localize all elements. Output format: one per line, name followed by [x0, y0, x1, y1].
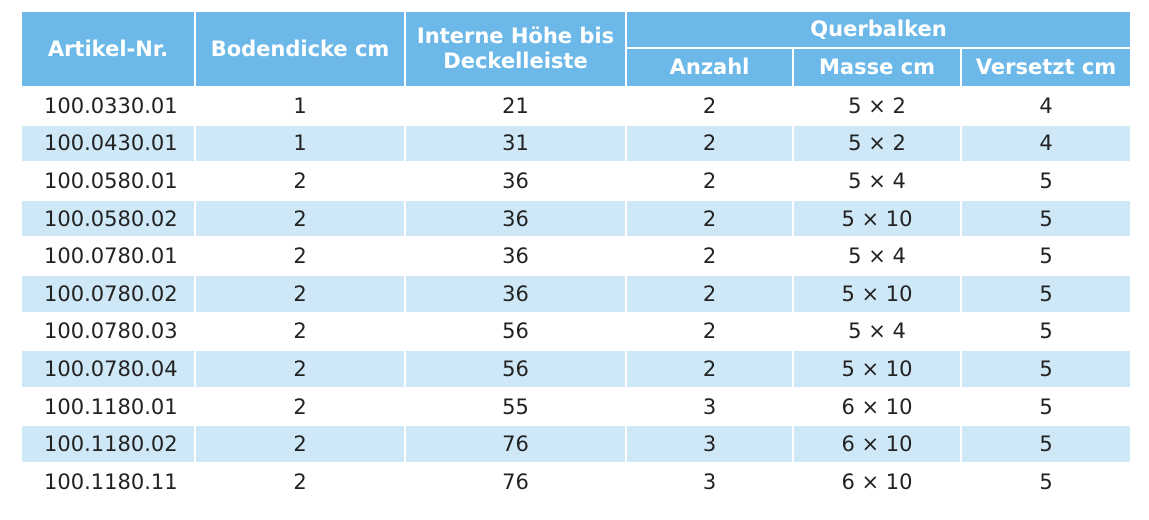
header-interne-hoehe: Interne Höhe bis Deckelleiste	[405, 12, 627, 88]
cell-bodendicke: 1	[195, 124, 406, 164]
cell-interne-hoehe: 56	[405, 312, 627, 352]
cell-bodendicke: 2	[195, 162, 406, 201]
table-row: 100.0780.04 2 56 2 5 × 10 5	[22, 350, 1130, 389]
header-bodendicke: Bodendicke cm	[195, 12, 406, 88]
cell-masse: 5 × 2	[793, 124, 962, 164]
table-row: 100.0580.02 2 36 2 5 × 10 5	[22, 199, 1130, 239]
cell-masse: 5 × 4	[793, 312, 962, 352]
cell-anzahl: 2	[626, 87, 794, 126]
cell-versetzt: 5	[961, 462, 1130, 502]
cell-masse: 5 × 10	[793, 199, 962, 239]
cell-versetzt: 5	[961, 199, 1130, 239]
cell-anzahl: 2	[626, 350, 794, 389]
cell-artikel-nr: 100.0780.01	[22, 237, 196, 276]
cell-masse: 5 × 10	[793, 350, 962, 389]
cell-artikel-nr: 100.0580.02	[22, 199, 196, 239]
cell-interne-hoehe: 56	[405, 350, 627, 389]
cell-anzahl: 2	[626, 162, 794, 201]
cell-artikel-nr: 100.1180.11	[22, 462, 196, 502]
header-versetzt: Versetzt cm	[961, 48, 1130, 88]
cell-anzahl: 2	[626, 124, 794, 164]
cell-interne-hoehe: 21	[405, 87, 627, 126]
cell-artikel-nr: 100.0430.01	[22, 124, 196, 164]
cell-masse: 6 × 10	[793, 462, 962, 502]
table-row: 100.1180.02 2 76 3 6 × 10 5	[22, 425, 1130, 464]
header-row-top: Artikel-Nr. Bodendicke cm Interne Höhe b…	[22, 12, 1130, 88]
cell-artikel-nr: 100.0330.01	[22, 87, 196, 126]
cell-masse: 6 × 10	[793, 425, 962, 464]
table-row: 100.1180.11 2 76 3 6 × 10 5	[22, 462, 1130, 502]
cell-bodendicke: 2	[195, 199, 406, 239]
cell-artikel-nr: 100.1180.01	[22, 387, 196, 427]
table-row: 100.1180.01 2 55 3 6 × 10 5	[22, 387, 1130, 427]
cell-masse: 5 × 4	[793, 237, 962, 276]
cell-artikel-nr: 100.0780.04	[22, 350, 196, 389]
header-masse: Masse cm	[793, 48, 962, 88]
cell-anzahl: 2	[626, 199, 794, 239]
cell-anzahl: 3	[626, 425, 794, 464]
table-header: Artikel-Nr. Bodendicke cm Interne Höhe b…	[22, 12, 1130, 88]
cell-interne-hoehe: 36	[405, 274, 627, 314]
table-row: 100.0780.02 2 36 2 5 × 10 5	[22, 274, 1130, 314]
cell-artikel-nr: 100.0580.01	[22, 162, 196, 201]
cell-artikel-nr: 100.0780.02	[22, 274, 196, 314]
cell-masse: 6 × 10	[793, 387, 962, 427]
cell-bodendicke: 1	[195, 87, 406, 126]
header-querbalken-group: Querbalken	[626, 12, 1130, 49]
cell-versetzt: 4	[961, 124, 1130, 164]
cell-artikel-nr: 100.1180.02	[22, 425, 196, 464]
cell-versetzt: 5	[961, 162, 1130, 201]
cell-anzahl: 2	[626, 312, 794, 352]
cell-bodendicke: 2	[195, 387, 406, 427]
cell-masse: 5 × 2	[793, 87, 962, 126]
product-spec-table: Artikel-Nr. Bodendicke cm Interne Höhe b…	[22, 12, 1130, 502]
cell-versetzt: 5	[961, 274, 1130, 314]
cell-anzahl: 2	[626, 237, 794, 276]
cell-anzahl: 3	[626, 462, 794, 502]
header-anzahl: Anzahl	[626, 48, 794, 88]
cell-bodendicke: 2	[195, 462, 406, 502]
cell-versetzt: 5	[961, 387, 1130, 427]
cell-interne-hoehe: 76	[405, 425, 627, 464]
cell-versetzt: 5	[961, 425, 1130, 464]
cell-interne-hoehe: 36	[405, 237, 627, 276]
cell-bodendicke: 2	[195, 237, 406, 276]
header-artikel-nr: Artikel-Nr.	[22, 12, 196, 88]
cell-interne-hoehe: 36	[405, 162, 627, 201]
cell-bodendicke: 2	[195, 425, 406, 464]
cell-interne-hoehe: 55	[405, 387, 627, 427]
cell-versetzt: 5	[961, 312, 1130, 352]
cell-anzahl: 2	[626, 274, 794, 314]
cell-versetzt: 5	[961, 237, 1130, 276]
header-row-sub: Anzahl Masse cm Versetzt cm	[22, 48, 1130, 88]
cell-interne-hoehe: 76	[405, 462, 627, 502]
cell-versetzt: 5	[961, 350, 1130, 389]
cell-masse: 5 × 10	[793, 274, 962, 314]
cell-bodendicke: 2	[195, 312, 406, 352]
cell-anzahl: 3	[626, 387, 794, 427]
cell-bodendicke: 2	[195, 350, 406, 389]
cell-masse: 5 × 4	[793, 162, 962, 201]
cell-bodendicke: 2	[195, 274, 406, 314]
cell-artikel-nr: 100.0780.03	[22, 312, 196, 352]
table-body: 100.0330.01 1 21 2 5 × 2 4 100.0430.01 1 31 2 5 × …	[22, 87, 1130, 502]
cell-versetzt: 4	[961, 87, 1130, 126]
cell-interne-hoehe: 31	[405, 124, 627, 164]
cell-interne-hoehe: 36	[405, 199, 627, 239]
